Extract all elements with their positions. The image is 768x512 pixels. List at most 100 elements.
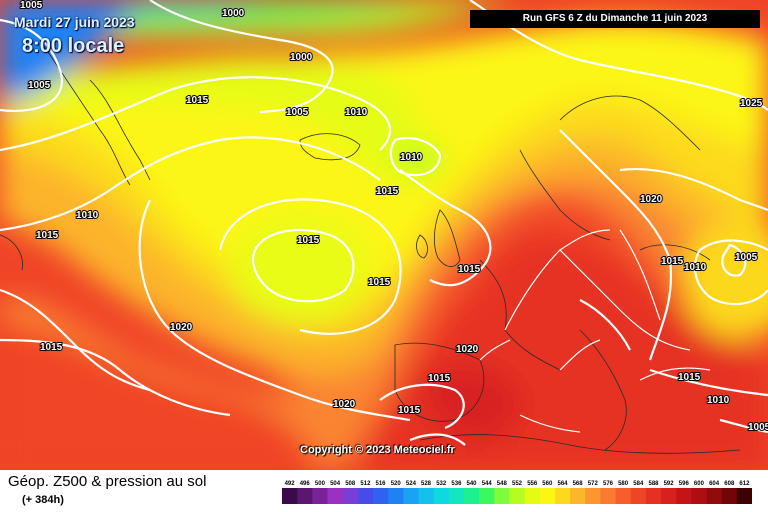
isobar-label: 1025 [740,98,763,109]
isobar-label: 1020 [333,399,356,410]
border-poland [619,229,661,321]
map-footer: Géop. Z500 & pression au sol (+ 384h) 49… [0,470,768,512]
scale-swatch [554,488,571,504]
scale-label: 540 [466,481,477,487]
border-balkans [639,367,711,381]
scale-swatch [721,488,738,504]
scale-swatch [373,488,389,504]
isobar-label: 1015 [297,235,320,246]
scale-swatch [615,488,632,504]
isobar-labels: 1005 1000 1000 1005 1015 1005 1010 1010 … [19,0,768,434]
scale-swatch [479,488,495,504]
greenland-coast-east [89,79,151,181]
scale-swatch [433,488,450,504]
scale-label: 552 [512,481,523,487]
scale-label: 584 [633,481,644,487]
isobar-label: 1010 [684,262,707,273]
scale-label: 592 [664,481,675,487]
scale-label: 556 [527,481,538,487]
scale-swatch [418,488,435,504]
border-central-europe [559,249,691,351]
scale-swatch [463,488,480,504]
isobar-label: 1020 [456,344,479,355]
baltic-coast [639,244,711,261]
isobar [721,243,747,277]
scale-label: 544 [482,481,493,487]
scale-label: 516 [375,481,386,487]
scale-label: 580 [618,481,629,487]
scale-label: 520 [391,481,402,487]
scale-label: 608 [724,481,735,487]
scale-label: 548 [497,481,508,487]
isobar [0,76,391,152]
scale-label: 512 [360,481,371,487]
iberia-coast [394,342,485,422]
scale-swatch [282,488,298,504]
scale-label: 496 [300,481,311,487]
scale-swatch [661,488,677,504]
scale-swatch [509,488,526,504]
isobar [138,199,411,422]
run-info-banner: Run GFS 6 Z du Dimanche 11 juin 2023 [470,10,760,28]
isobar-label: 1005 [20,0,43,11]
color-scale-legend: 492 496 500 504 508 512 516 520 524 528 532 536 540 5… [282,481,752,504]
labrador-coast [0,234,23,271]
isobar-label: 1005 [286,107,309,118]
scale-label: 524 [406,481,417,487]
isobar-label: 1020 [640,194,663,205]
scale-swatch [524,488,541,504]
isobars [0,0,768,446]
scale-swatch [388,488,404,504]
scale-label: 536 [451,481,462,487]
scale-swatch [297,488,313,504]
scale-label: 560 [542,481,553,487]
scale-label: 600 [694,481,705,487]
scale-swatch [600,488,617,504]
scale-swatch [327,488,344,504]
scale-label: 588 [648,481,659,487]
isobar-label: 1000 [222,8,245,19]
scale-swatch [706,488,723,504]
scale-swatch [494,488,510,504]
scale-swatch [312,488,328,504]
scale-label: 500 [315,481,326,487]
isobar [693,239,768,306]
north-africa-coast [419,434,741,454]
scale-swatch [676,488,692,504]
isobar [619,167,768,212]
scale-swatch [645,488,662,504]
z500-field [0,0,768,470]
isobar [559,129,672,361]
isobar [379,383,465,430]
scale-label: 568 [573,481,584,487]
isobar-label: 1010 [345,107,368,118]
isobar [218,198,402,335]
isobar-label: 1005 [748,422,768,433]
isobar-label: 1010 [400,152,423,163]
forecast-date: Mardi 27 juin 2023 [14,14,135,30]
iceland-coast [299,133,361,161]
isobar [579,299,631,351]
scale-swatch [342,488,359,504]
isobar [0,136,381,232]
scale-swatch [691,488,708,504]
scale-swatch [736,488,752,504]
isobar-label: 1010 [76,210,99,221]
weather-map: 1005 1000 1000 1005 1015 1005 1010 1010 … [0,0,768,470]
isobar [149,0,334,114]
scale-label: 596 [679,481,690,487]
isobar-label: 1015 [368,277,391,288]
scale-label: 604 [709,481,720,487]
isobar-label: 1005 [28,80,51,91]
scale-label: 532 [436,481,447,487]
isobar [469,0,768,111]
isobar-label: 1005 [735,252,758,263]
scale-swatch [630,488,647,504]
scale-label: 612 [739,481,750,487]
isobar-label: 1015 [428,373,451,384]
isobar [719,418,768,434]
isobar-label: 1010 [707,395,730,406]
ireland-coast [416,234,428,259]
norway-coast [519,149,611,241]
scale-label: 508 [345,481,356,487]
